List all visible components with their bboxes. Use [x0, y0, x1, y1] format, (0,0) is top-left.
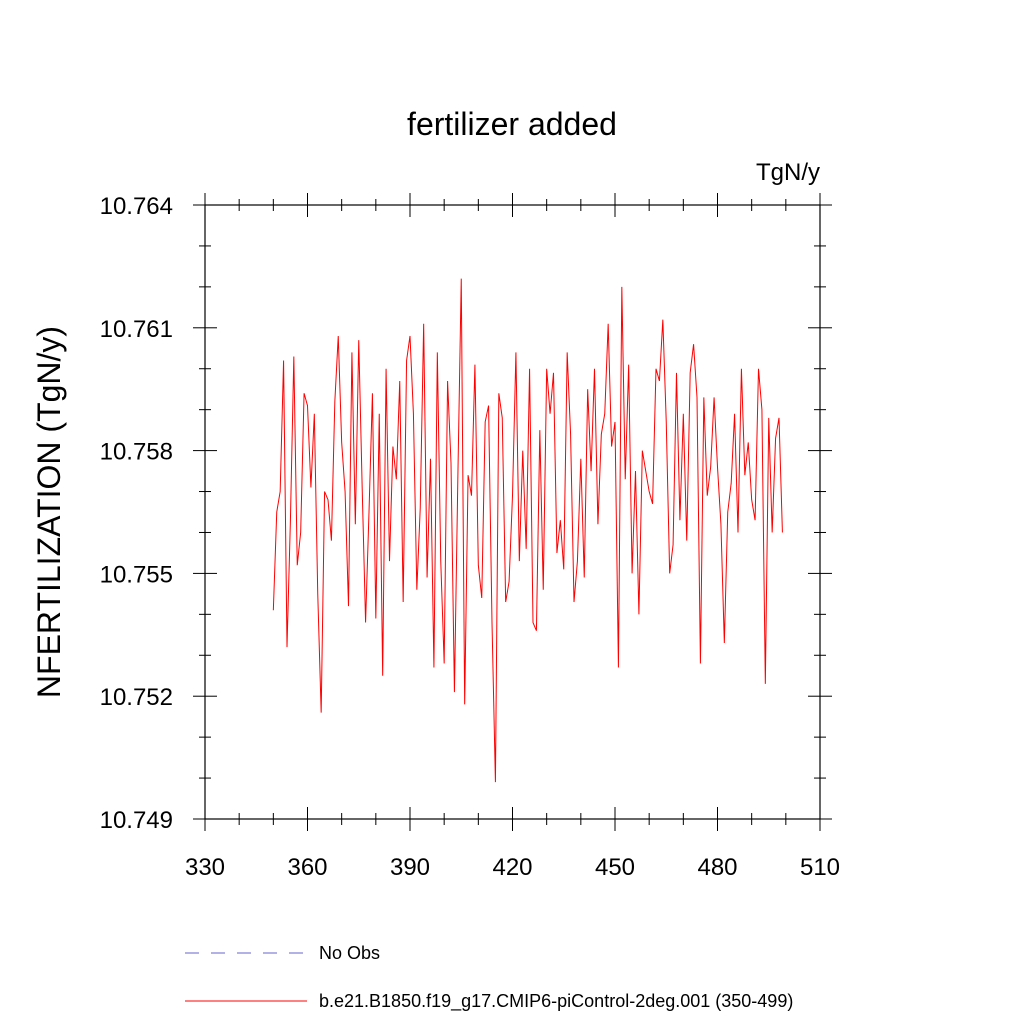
axis-ticks — [193, 193, 832, 831]
legend-label-model: b.e21.B1850.f19_g17.CMIP6-piControl-2deg… — [319, 991, 793, 1012]
y-tick-label: 10.749 — [100, 807, 173, 834]
y-axis-label: NFERTILIZATION (TgN/y) — [31, 326, 67, 698]
chart-title: fertilizer added — [407, 106, 617, 142]
x-tick-label: 510 — [800, 854, 840, 881]
y-tick-label: 10.764 — [100, 193, 173, 220]
x-tick-label: 420 — [492, 854, 532, 881]
plot-frame — [204, 204, 821, 820]
units-label: TgN/y — [756, 159, 820, 186]
y-tick-label: 10.755 — [100, 561, 173, 588]
x-tick-label: 360 — [287, 854, 327, 881]
x-tick-label: 330 — [185, 854, 225, 881]
y-tick-label: 10.752 — [100, 684, 173, 711]
series-layer — [272, 278, 783, 783]
y-tick-label: 10.761 — [100, 316, 173, 343]
series-line-0 — [272, 278, 783, 783]
x-tick-label: 390 — [390, 854, 430, 881]
x-tick-label: 480 — [697, 854, 737, 881]
y-tick-label: 10.758 — [100, 439, 173, 466]
legend: No Obs b.e21.B1850.f19_g17.CMIP6-piContr… — [185, 943, 793, 1012]
legend-label-no-obs: No Obs — [319, 943, 380, 963]
x-tick-label: 450 — [595, 854, 635, 881]
x-tick-labels: 330 360 390 420 450 480 510 — [185, 854, 840, 881]
y-tick-labels: 10.749 10.752 10.755 10.758 10.761 10.764 — [100, 193, 173, 834]
